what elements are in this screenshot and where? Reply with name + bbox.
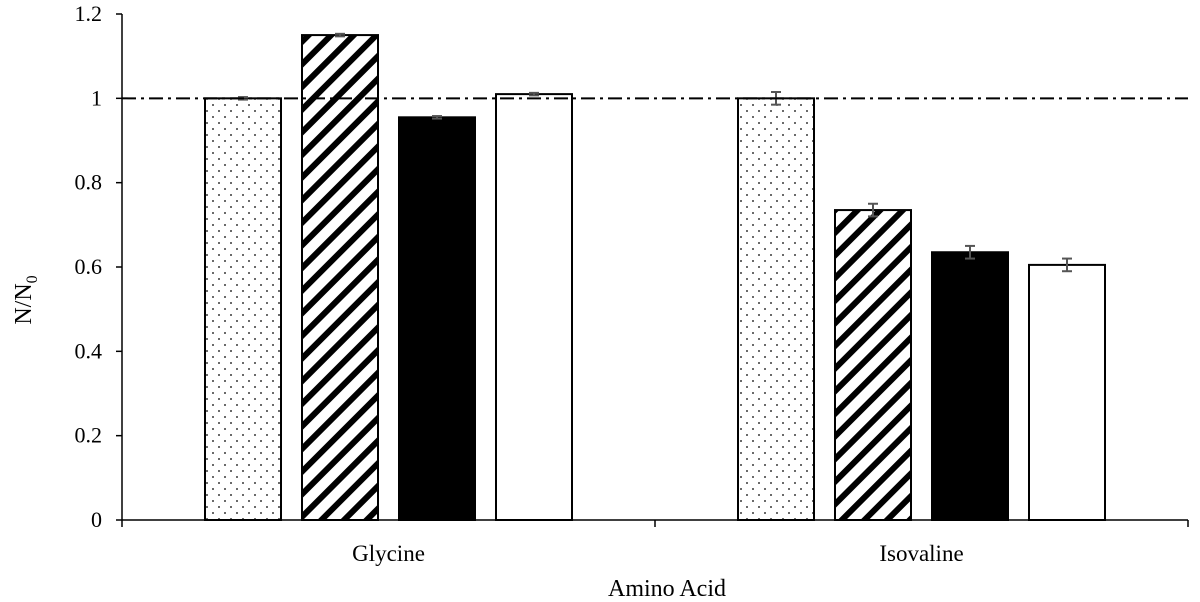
x-axis-title: Amino Acid: [608, 576, 726, 602]
y-axis-title: N/N0: [11, 275, 41, 324]
y-tick-label: 0.6: [75, 254, 103, 279]
y-tick-label: 1.2: [75, 1, 103, 26]
bar-dots: [204, 97, 282, 521]
bar-diagonal: [301, 34, 379, 521]
y-tick-label: 0.4: [75, 338, 103, 363]
bar-empty: [495, 93, 573, 521]
bar-diagonal: [834, 209, 912, 521]
y-axis-title-main: N/N: [11, 283, 37, 324]
y-axis-title-subscript: 0: [24, 275, 41, 283]
x-category-label: Glycine: [352, 541, 425, 566]
y-tick-label: 0: [91, 507, 102, 532]
bar-empty: [1028, 263, 1106, 521]
x-category-label: Isovaline: [879, 541, 963, 566]
bar-dots: [737, 97, 815, 521]
y-tick-label: 0.8: [75, 170, 103, 195]
y-tick-label: 1: [91, 85, 102, 110]
bars: [122, 32, 1188, 522]
bar-solid: [931, 251, 1009, 521]
labels: Amino Acid N/N0 00.20.40.60.811.2Glycine…: [11, 1, 964, 602]
bar-solid: [398, 116, 476, 522]
y-tick-label: 0.2: [75, 423, 103, 448]
